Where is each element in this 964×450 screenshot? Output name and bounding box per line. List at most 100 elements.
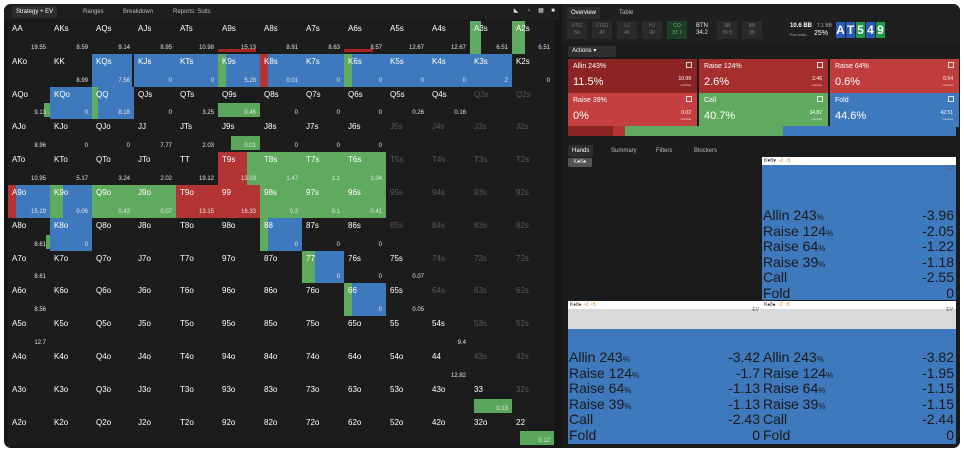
hand-cell-Q5o[interactable]: Q5o	[92, 316, 134, 349]
hand-cell-T8s[interactable]: T8s 1.47	[260, 152, 302, 185]
action-call[interactable]: Call 40.7% 34.82 combos	[699, 93, 828, 127]
hand-cell-AJs[interactable]: AJs 8.95	[134, 21, 176, 54]
hand-cell-J9o[interactable]: J9o 0.07	[134, 185, 176, 218]
tab-ranges[interactable]: Ranges	[83, 9, 104, 15]
hand-cell-T3o[interactable]: T3o	[176, 381, 218, 415]
hand-cell-K7s[interactable]: K7s 0	[302, 53, 344, 87]
hand-cell-76o[interactable]: 76o	[302, 283, 344, 317]
hand-cell-83s[interactable]: 83s	[470, 217, 512, 251]
hand-cell-Q6s[interactable]: Q6s 0	[344, 86, 386, 120]
hand-cell-A2o[interactable]: A2o	[8, 414, 50, 448]
hand-cell-J7s[interactable]: J7s 0	[302, 119, 344, 153]
tab-overview[interactable]: Overview	[567, 7, 601, 19]
hand-cell-K6o[interactable]: K6o	[50, 283, 92, 317]
hand-cell-84o[interactable]: 84o	[260, 349, 302, 382]
hand-cell-T6s[interactable]: T6s 1.04	[344, 152, 386, 185]
hand-cell-J8o[interactable]: J8o	[134, 217, 176, 251]
hand-cell-QTs[interactable]: QTs 3.25	[176, 86, 218, 120]
expand-icon[interactable]	[948, 96, 954, 102]
hand-cell-95s[interactable]: 95s	[386, 185, 428, 218]
hand-cell-K2o[interactable]: K2o	[50, 414, 92, 448]
hand-cell-A6o[interactable]: A6o 8.56	[8, 283, 50, 317]
hand-cell-83o[interactable]: 83o	[260, 381, 302, 415]
hand-cell-98s[interactable]: 98s 0.3	[260, 185, 302, 218]
hand-cell-T9o[interactable]: T9o 13.15	[176, 185, 218, 218]
hand-cell-53s[interactable]: 53s	[470, 316, 512, 349]
hand-cell-Q3o[interactable]: Q3o	[92, 381, 134, 415]
hand-cell-33[interactable]: 33 0.13	[470, 381, 512, 415]
hand-cell-J5o[interactable]: J5o	[134, 316, 176, 349]
hand-cell-K6s[interactable]: K6s 0	[344, 53, 386, 87]
reports-dropdown[interactable]: Reports: Suits	[173, 9, 211, 15]
hand-cell-52o[interactable]: 52o	[386, 414, 428, 448]
hand-cell-K7o[interactable]: K7o	[50, 250, 92, 284]
hand-cell-QJs[interactable]: QJs 0	[134, 86, 176, 120]
hand-cell-Q2s[interactable]: Q2s	[512, 86, 554, 120]
hand-cell-T5s[interactable]: T5s	[386, 152, 428, 185]
hand-cell-ATs[interactable]: ATs 10.98	[176, 21, 218, 54]
hand-cell-K4s[interactable]: K4s 0	[428, 53, 470, 87]
hand-cell-74o[interactable]: 74o	[302, 349, 344, 382]
hand-cell-65o[interactable]: 65o	[344, 316, 386, 349]
position-btn[interactable]: BTN 34.2	[692, 21, 712, 39]
hand-cell-QTo[interactable]: QTo 3.24	[92, 152, 134, 185]
hand-cell-T5o[interactable]: T5o	[176, 316, 218, 349]
action-fold[interactable]: Fold 44.6% 42.51 combos	[830, 93, 959, 127]
hand-cell-82o[interactable]: 82o	[260, 414, 302, 448]
hand-cell-AQo[interactable]: AQo 9.13	[8, 86, 50, 120]
hand-cell-99[interactable]: 99 16.33	[218, 185, 260, 218]
layout-icon-4[interactable]: ■	[551, 8, 555, 14]
hand-cell-Q9s[interactable]: Q9s 0.46	[218, 86, 260, 120]
position-utg1[interactable]: UTG1 40	[592, 21, 612, 39]
hand-cell-62s[interactable]: 62s	[512, 283, 554, 317]
hand-cell-A5o[interactable]: A5o 12.7	[8, 316, 50, 349]
hand-cell-62o[interactable]: 62o	[344, 414, 386, 448]
hand-cell-J7o[interactable]: J7o	[134, 250, 176, 284]
hand-cell-A8s[interactable]: A8s 8.91	[260, 21, 302, 54]
hand-cell-74s[interactable]: 74s	[428, 250, 470, 284]
position-co[interactable]: CO 37.7	[667, 21, 687, 39]
hand-cell-Q7s[interactable]: Q7s 0	[302, 86, 344, 120]
hand-cell-Q5s[interactable]: Q5s 0.26	[386, 86, 428, 120]
hand-cell-64s[interactable]: 64s	[428, 283, 470, 317]
hand-cell-J2o[interactable]: J2o	[134, 414, 176, 448]
hand-cell-K3o[interactable]: K3o	[50, 381, 92, 415]
hand-cell-32o[interactable]: 32o	[470, 414, 512, 448]
hand-cell-K8s[interactable]: K8s 0.01	[260, 53, 302, 87]
hand-cell-86s[interactable]: 86s 0	[344, 217, 386, 251]
layout-icon-1[interactable]: ◣	[513, 8, 519, 14]
hand-cell-T6o[interactable]: T6o	[176, 283, 218, 317]
hand-cell-J6o[interactable]: J6o	[134, 283, 176, 317]
hand-cell-93s[interactable]: 93s	[470, 185, 512, 218]
hand-cell-JTs[interactable]: JTs 2.03	[176, 119, 218, 153]
hand-cell-93o[interactable]: 93o	[218, 381, 260, 415]
tab-filters[interactable]: Filters	[656, 148, 673, 154]
hand-cell-94s[interactable]: 94s	[428, 185, 470, 218]
position-bb[interactable]: BB 36	[742, 21, 762, 39]
hand-cell-A9o[interactable]: A9o 15.19	[8, 185, 50, 218]
hand-cell-TT[interactable]: TT 19.12	[176, 152, 218, 185]
hand-cell-32s[interactable]: 32s	[512, 381, 554, 415]
hand-cell-84s[interactable]: 84s	[428, 217, 470, 251]
tab-table[interactable]: Table	[619, 10, 634, 16]
expand-icon[interactable]	[948, 62, 954, 68]
action-raise-39-[interactable]: Raise 39% 0% 0.02 combos	[568, 93, 697, 127]
hand-cell-96o[interactable]: 96o	[218, 283, 260, 317]
hand-cell-97o[interactable]: 97o	[218, 250, 260, 284]
expand-icon[interactable]	[817, 62, 823, 68]
action-raise-64-[interactable]: Raise 64% 0.6% 0.54 combos	[830, 59, 959, 93]
hand-cell-J3o[interactable]: J3o	[134, 381, 176, 415]
hand-cell-AJo[interactable]: AJo 8.96	[8, 119, 50, 153]
hand-cell-A3o[interactable]: A3o	[8, 381, 50, 415]
hand-cell-86o[interactable]: 86o	[260, 283, 302, 317]
hand-cell-JJ[interactable]: JJ 7.77	[134, 119, 176, 153]
action-allin-243-[interactable]: Allin 243% 11.5% 10.99 combos	[568, 59, 697, 93]
hand-cell-42s[interactable]: 42s	[512, 349, 554, 382]
hand-cell-44[interactable]: 44 12.82	[428, 349, 470, 382]
hand-cell-K2s[interactable]: K2s 0	[512, 53, 554, 87]
hand-cell-T3s[interactable]: T3s	[470, 152, 512, 185]
hand-cell-KTs[interactable]: KTs 0	[176, 53, 218, 87]
hand-cell-Q8s[interactable]: Q8s 0	[260, 86, 302, 120]
hand-cell-73s[interactable]: 73s	[470, 250, 512, 284]
hand-cell-J9s[interactable]: J9s 0.01	[218, 119, 260, 153]
